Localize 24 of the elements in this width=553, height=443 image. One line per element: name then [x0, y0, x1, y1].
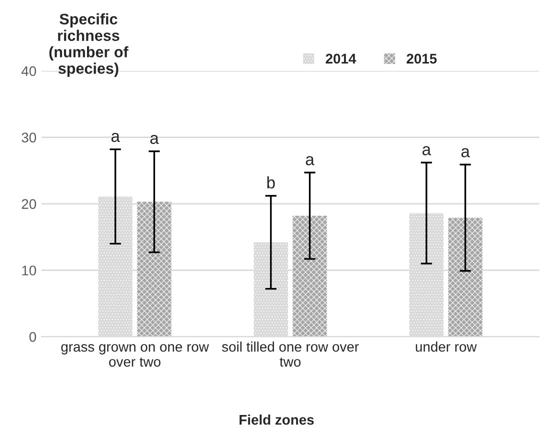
- bar: [137, 202, 172, 337]
- bar: [98, 196, 132, 337]
- x-tick-label: soil tilled one row over two: [222, 342, 359, 367]
- x-tick-label: grass grown on one row over two: [61, 344, 209, 367]
- annotation: a: [422, 146, 432, 156]
- y-tick-label: 40: [21, 66, 36, 76]
- annotation: b: [267, 176, 275, 189]
- y-tick-label: 10: [22, 266, 36, 276]
- bar: [409, 213, 444, 337]
- annotation: a: [111, 132, 120, 142]
- y-tick-label: 0: [29, 332, 36, 342]
- bar: [254, 242, 288, 337]
- x-tick-label: under row: [416, 342, 477, 352]
- x-axis-title: Field zones: [240, 414, 314, 425]
- annotation: a: [306, 156, 314, 166]
- bar: [292, 216, 327, 337]
- annotation: a: [150, 134, 159, 144]
- y-axis-title: Specific richness (number of species): [49, 13, 128, 77]
- y-tick-label: 20: [22, 199, 36, 209]
- legend-label: 2014: [326, 54, 356, 64]
- bar: [448, 218, 482, 337]
- y-tick-label: 30: [22, 132, 36, 142]
- legend-label: 2015: [406, 54, 437, 64]
- annotation: a: [461, 148, 470, 158]
